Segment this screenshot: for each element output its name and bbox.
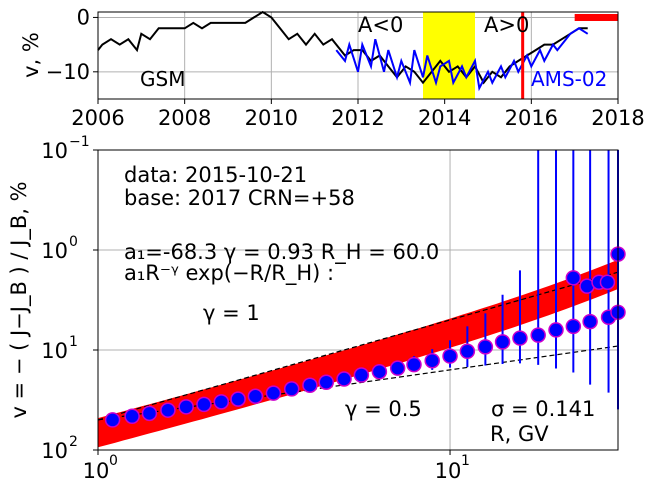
- bottom-y-axis-label: v = − ( J−J_B ) / J_B, %: [7, 181, 32, 418]
- bottom-y-tick-label-2: 10: [41, 339, 68, 363]
- data-point-17: [406, 356, 422, 373]
- data-point-3: [160, 402, 176, 418]
- extra-point-0: [565, 270, 582, 286]
- top-x-tick-label-1: 2008: [158, 106, 211, 130]
- data-point-1: [124, 408, 140, 425]
- bottom-y-tick-label-1: 10: [41, 239, 68, 263]
- annotation-gamma-0.5: γ = 0.5: [345, 397, 422, 421]
- data-point-5: [196, 396, 212, 413]
- top-x-tick-label-3: 2012: [331, 106, 384, 130]
- bottom-x-axis-label: R, GV: [490, 422, 549, 446]
- top-y-ticks: 0 −10: [46, 5, 98, 84]
- data-point-4: [178, 399, 194, 415]
- data-point-26: [565, 318, 582, 335]
- top-x-tick-label-2: 2010: [245, 106, 298, 130]
- data-point-14: [353, 367, 370, 383]
- data-point-20: [459, 343, 476, 360]
- top-x-tick-label-4: 2014: [418, 106, 471, 130]
- bottom-y-tick-exp-1: 0: [69, 234, 78, 250]
- bottom-y-tick-exp-3: 2: [69, 434, 78, 450]
- annotation-gamma-1: γ = 1: [203, 301, 260, 325]
- data-point-11: [302, 377, 318, 393]
- bottom-y-tick-exp-0: −1: [69, 134, 90, 150]
- bottom-x-ticks: 10 0 10 1: [83, 450, 470, 483]
- data-points: [104, 246, 626, 428]
- data-point-2: [141, 405, 158, 422]
- bottom-x-tick-exp-1: 1: [461, 453, 470, 469]
- data-point-18: [424, 352, 440, 369]
- data-point-7: [230, 391, 246, 407]
- data-point-8: [247, 388, 264, 404]
- top-series-group: [97, 10, 589, 92]
- data-point-22: [494, 334, 511, 350]
- annotation-base: base: 2017 CRN=+58: [124, 186, 355, 210]
- data-point-25: [548, 322, 564, 338]
- annotation-sigma: σ = 0.141: [491, 397, 595, 421]
- top-y-axis-label: v, %: [19, 32, 43, 78]
- top-panel: 2006 2008 2010 2012 2014 2016 2018 0 −10 v, % A…: [19, 5, 645, 130]
- bottom-axes-frame: [97, 149, 619, 451]
- bottom-y-tick-exp-2: 1: [69, 334, 78, 350]
- data-point-21: [477, 339, 494, 355]
- bottom-y-tick-label-3: 10: [41, 439, 68, 463]
- top-x-tick-label-5: 2016: [505, 106, 558, 130]
- annotation-params: a₁=-68.3 γ = 0.93 R_H = 60.0: [124, 240, 439, 265]
- data-point-0: [104, 412, 121, 428]
- top-x-tick-label-6: 2018: [591, 106, 644, 130]
- top-x-ticks: 2006 2008 2010 2012 2014 2016 2018: [71, 99, 645, 130]
- data-point-24: [530, 327, 546, 343]
- data-point-12: [318, 374, 334, 390]
- top-y-tick-label-1: −10: [46, 60, 90, 84]
- top-y-tick-label-0: 0: [77, 5, 90, 29]
- annotation-date: data: 2015-10-21: [124, 163, 307, 187]
- data-point-9: [265, 385, 282, 401]
- bottom-y-tick-label-0: 10: [41, 139, 68, 163]
- data-point-27: [582, 313, 598, 330]
- series-label-gsm: GSM: [140, 67, 185, 91]
- extra-point-3: [599, 274, 616, 290]
- data-point-16: [389, 360, 406, 376]
- top-x-tick-label-0: 2006: [71, 106, 124, 130]
- data-point-15: [371, 363, 388, 380]
- bottom-x-tick-label-1: 10: [435, 459, 462, 483]
- annotation-positive: A>0: [484, 13, 529, 37]
- data-point-23: [512, 330, 528, 346]
- bottom-x-tick-exp-0: 0: [109, 453, 118, 469]
- top-series-line-1: [335, 27, 589, 92]
- data-point-6: [213, 394, 230, 410]
- data-point-13: [336, 371, 352, 387]
- bottom-x-tick-label-0: 10: [83, 459, 110, 483]
- negative-polarity-shade: [423, 12, 475, 99]
- series-label-ams: AMS-02: [531, 67, 607, 91]
- annotation-formula: a₁R⁻ᵞ exp(−R/R_H) :: [124, 261, 334, 286]
- annotation-negative: A<0: [358, 13, 403, 37]
- data-point-10: [283, 381, 300, 397]
- reference-line-gamma-1: [97, 271, 619, 421]
- data-point-19: [442, 348, 458, 364]
